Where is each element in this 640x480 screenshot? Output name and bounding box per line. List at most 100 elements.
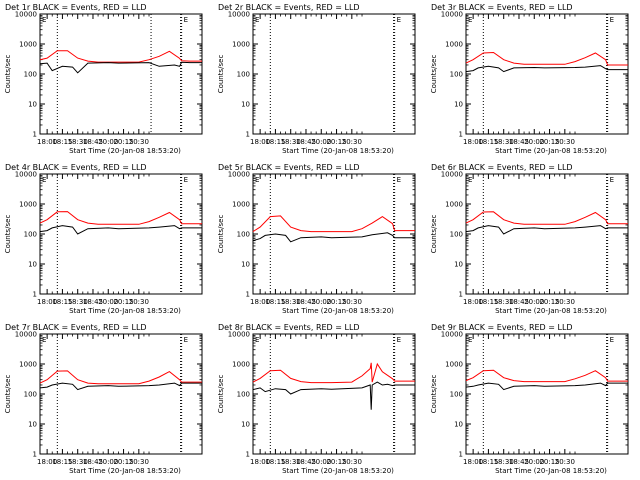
marker-label: E: [42, 336, 46, 344]
x-tick-label: 18:30: [494, 458, 514, 466]
marker-label: E: [184, 16, 188, 24]
x-tick-label: 20:15: [326, 138, 346, 146]
lld-series-line: [465, 51, 628, 66]
x-tick-label: 18:45: [83, 138, 103, 146]
chart-panel-9: Det 9r BLACK = Events, RED = LLD 1 10 100 10…: [430, 323, 629, 475]
x-axis-label: Start Time (20-Jan-08 18:53:20): [69, 307, 181, 315]
y-tick-label: 10: [28, 101, 37, 109]
plot-frame: [465, 173, 629, 295]
x-tick-label: 20:30: [555, 458, 575, 466]
chart-panel-2: Det 2r BLACK = Events, RED = LLD 1 10 100 10…: [217, 3, 416, 155]
x-tick-label: 20:15: [113, 298, 133, 306]
x-axis-label: Start Time (20-Jan-08 18:53:20): [495, 467, 607, 475]
x-tick-label: 18:00: [463, 458, 483, 466]
plot-frame: [39, 13, 203, 135]
y-tick-label: 100: [237, 391, 250, 399]
y-tick-label: 1: [33, 291, 37, 299]
chart-panel-7: Det 7r BLACK = Events, RED = LLD 1 10 100 10…: [4, 323, 203, 475]
x-tick-label: 20:30: [342, 298, 362, 306]
x-tick-label: 18:30: [494, 298, 514, 306]
x-tick-label: 20:15: [113, 458, 133, 466]
x-axis-label: Start Time (20-Jan-08 18:53:20): [282, 147, 394, 155]
chart-panel-1: Det 1r BLACK = Events, RED = LLD 1 10 100 10…: [4, 3, 203, 155]
x-tick-label: 20:00: [524, 458, 544, 466]
plot-frame: [252, 333, 416, 455]
x-tick-label: 18:00: [463, 298, 483, 306]
x-tick-label: 20:30: [342, 458, 362, 466]
marker-label: E: [42, 176, 46, 184]
y-tick-label: 10000: [228, 331, 250, 339]
plot-frame: [465, 333, 629, 455]
x-tick-label: 20:00: [311, 458, 331, 466]
y-tick-label: 1000: [232, 361, 250, 369]
y-tick-label: 1: [33, 451, 37, 459]
marker-label: E: [42, 16, 46, 24]
x-tick-label: 18:15: [265, 458, 285, 466]
marker-label: E: [255, 16, 259, 24]
x-tick-label: 20:30: [129, 458, 149, 466]
y-tick-label: 100: [24, 231, 37, 239]
y-tick-label: 1: [246, 451, 250, 459]
x-tick-label: 18:45: [83, 298, 103, 306]
x-tick-label: 20:15: [539, 458, 559, 466]
x-tick-label: 18:45: [509, 458, 529, 466]
y-axis-label: Counts/sec: [430, 375, 438, 414]
y-tick-label: 1: [33, 131, 37, 139]
chart-panel-5: Det 5r BLACK = Events, RED = LLD 1 10 100 10…: [217, 163, 416, 315]
x-tick-label: 20:00: [524, 298, 544, 306]
y-tick-label: 10000: [441, 11, 463, 19]
y-axis-label: Counts/sec: [217, 215, 225, 254]
x-axis-label: Start Time (20-Jan-08 18:53:20): [495, 307, 607, 315]
lld-series-line: [252, 362, 415, 384]
y-tick-label: 1: [459, 131, 463, 139]
x-tick-label: 18:30: [281, 138, 301, 146]
y-tick-label: 1: [459, 451, 463, 459]
chart-title: Det 7r BLACK = Events, RED = LLD: [5, 323, 147, 332]
x-tick-label: 18:15: [52, 138, 72, 146]
x-tick-label: 20:30: [555, 138, 575, 146]
y-tick-label: 100: [24, 71, 37, 79]
events-series-line: [39, 225, 202, 235]
lld-series-line: [465, 369, 628, 383]
chart-title: Det 4r BLACK = Events, RED = LLD: [5, 163, 147, 172]
marker-label: E: [610, 176, 614, 184]
events-series-line: [252, 232, 415, 243]
y-axis-label: Counts/sec: [4, 375, 12, 414]
y-tick-label: 100: [450, 71, 463, 79]
x-axis-label: Start Time (20-Jan-08 18:53:20): [69, 467, 181, 475]
y-tick-label: 1000: [19, 41, 37, 49]
chart-title: Det 5r BLACK = Events, RED = LLD: [218, 163, 360, 172]
y-tick-label: 10000: [228, 171, 250, 179]
x-tick-label: 18:15: [478, 298, 498, 306]
chart-title: Det 1r BLACK = Events, RED = LLD: [5, 3, 147, 12]
x-tick-label: 18:00: [463, 138, 483, 146]
marker-label: E: [255, 336, 259, 344]
y-axis-label: Counts/sec: [217, 375, 225, 414]
y-tick-label: 10000: [228, 11, 250, 19]
lld-series-line: [39, 211, 202, 225]
x-tick-label: 20:15: [326, 458, 346, 466]
events-series-line: [465, 382, 628, 391]
x-axis-label: Start Time (20-Jan-08 18:53:20): [282, 307, 394, 315]
y-tick-label: 1: [459, 291, 463, 299]
y-axis-label: Counts/sec: [217, 55, 225, 94]
y-tick-label: 10000: [15, 171, 37, 179]
lld-series-line: [252, 215, 415, 233]
chart-panel-6: Det 6r BLACK = Events, RED = LLD 1 10 100 10…: [430, 163, 629, 315]
y-tick-label: 100: [237, 231, 250, 239]
y-tick-label: 1000: [232, 201, 250, 209]
y-tick-label: 10: [454, 101, 463, 109]
marker-label: E: [397, 16, 401, 24]
lld-series-line: [465, 211, 628, 225]
x-tick-label: 18:30: [494, 138, 514, 146]
x-axis-label: Start Time (20-Jan-08 18:53:20): [69, 147, 181, 155]
x-tick-label: 18:00: [250, 138, 270, 146]
x-tick-label: 20:30: [129, 138, 149, 146]
x-tick-label: 20:00: [311, 298, 331, 306]
x-tick-label: 18:30: [68, 458, 88, 466]
x-tick-label: 20:00: [524, 138, 544, 146]
y-tick-label: 10000: [441, 331, 463, 339]
events-series-line: [465, 65, 628, 73]
y-axis-label: Counts/sec: [4, 215, 12, 254]
plot-frame: [39, 333, 203, 455]
